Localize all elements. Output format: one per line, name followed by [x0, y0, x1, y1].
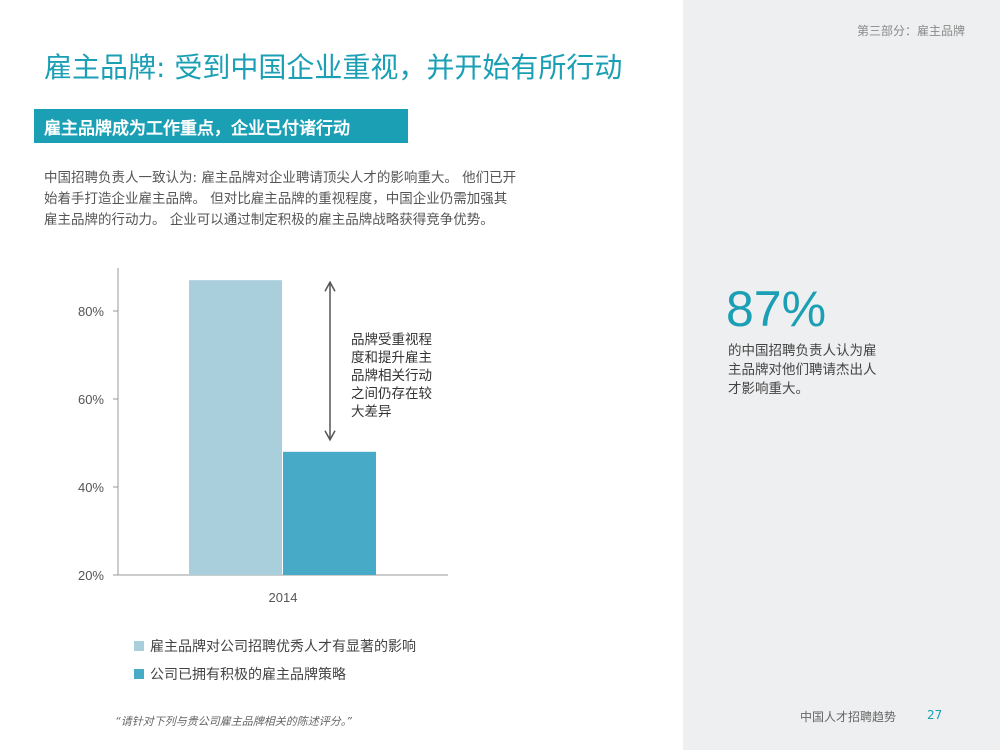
legend-label: 雇主品牌对公司招聘优秀人才有显著的影响 — [150, 639, 416, 655]
stat-description: 的中国招聘负责人认为雇 主品牌对他们聘请杰出人 才影响重大。 — [728, 342, 913, 399]
page-number: 27 — [927, 708, 943, 722]
footnote: “请针对下列与贵公司雇主品牌相关的陈述评分。” — [115, 715, 352, 728]
legend-swatch — [134, 641, 144, 651]
subhead: 雇主品牌成为工作重点，企业已付诸行动 — [44, 119, 350, 139]
page-title: 雇主品牌: 受到中国企业重视，并开始有所行动 — [44, 51, 623, 84]
gap-arrow-head-up — [324, 280, 336, 292]
annotation-line: 之间仍存在较 — [351, 386, 432, 402]
bar-1 — [189, 280, 282, 575]
right-panel — [683, 0, 1000, 750]
body-line: 始着手打造企业雇主品牌。 但对比雇主品牌的重视程度，中国企业仍需加强其 — [44, 191, 508, 207]
stat-value: 87% — [726, 281, 827, 337]
section-label: 第三部分：雇主品牌 — [856, 24, 965, 38]
stat-line: 才影响重大。 — [728, 381, 809, 397]
y-tick-label: 20% — [78, 568, 104, 583]
legend-item: 公司已拥有积极的雇主品牌策略 — [134, 660, 416, 688]
stat-line: 的中国招聘负责人认为雇 — [728, 343, 877, 359]
body-line: 中国招聘负责人一致认为: 雇主品牌对企业聘请顶尖人才的影响重大。 他们已开 — [44, 170, 517, 186]
gap-annotation: 品牌受重视程 度和提升雇主 品牌相关行动 之间仍存在较 大差异 — [351, 331, 432, 421]
legend-swatch — [134, 669, 144, 679]
legend-item: 雇主品牌对公司招聘优秀人才有显著的影响 — [134, 632, 416, 660]
body-paragraph: 中国招聘负责人一致认为: 雇主品牌对企业聘请顶尖人才的影响重大。 他们已开 始着… — [44, 168, 584, 231]
subhead-bar — [34, 109, 408, 143]
y-tick-label: 40% — [78, 480, 104, 495]
bar-2 — [283, 451, 376, 575]
stat-line: 主品牌对他们聘请杰出人 — [728, 362, 877, 378]
gap-arrow-head-down — [324, 430, 336, 442]
annotation-line: 度和提升雇主 — [351, 350, 432, 366]
legend-label: 公司已拥有积极的雇主品牌策略 — [150, 667, 346, 683]
footer-title: 中国人才招聘趋势 — [800, 710, 897, 724]
annotation-line: 品牌受重视程 — [351, 332, 432, 348]
bar-chart: 20% 40% 60% 80% 2014 — [78, 268, 448, 605]
y-tick-label: 60% — [78, 392, 104, 407]
annotation-line: 大差异 — [351, 404, 392, 420]
body-line: 雇主品牌的行动力。 企业可以通过制定积极的雇主品牌战略获得竞争优势。 — [44, 212, 494, 228]
x-tick-label: 2014 — [269, 590, 298, 605]
y-tick-label: 80% — [78, 304, 104, 319]
chart-legend: 雇主品牌对公司招聘优秀人才有显著的影响 公司已拥有积极的雇主品牌策略 — [134, 632, 416, 688]
annotation-line: 品牌相关行动 — [351, 368, 432, 384]
